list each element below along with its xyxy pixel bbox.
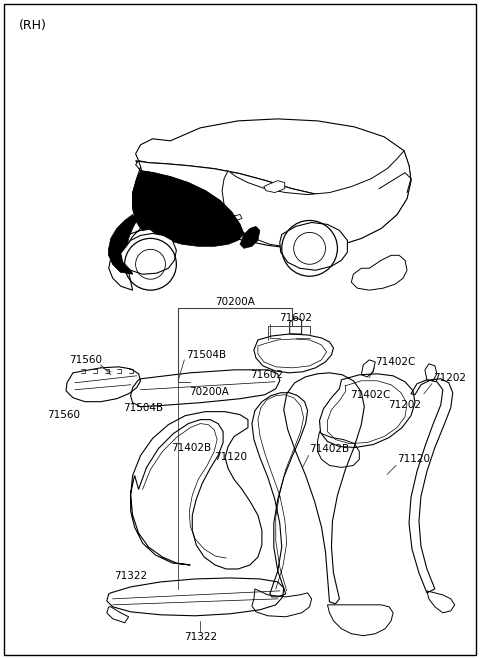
Polygon shape — [264, 181, 285, 192]
Text: 71322: 71322 — [114, 571, 147, 581]
Polygon shape — [109, 161, 411, 290]
Text: 71322: 71322 — [184, 632, 217, 642]
Polygon shape — [222, 151, 411, 248]
Text: 71402B: 71402B — [310, 444, 350, 455]
Polygon shape — [120, 233, 176, 274]
Polygon shape — [240, 227, 260, 248]
Text: 71560: 71560 — [69, 355, 102, 365]
Text: 70200A: 70200A — [215, 297, 255, 307]
Text: 71120: 71120 — [214, 453, 247, 463]
Polygon shape — [109, 214, 137, 274]
Text: 71560: 71560 — [47, 410, 80, 420]
Text: 71120: 71120 — [397, 455, 430, 465]
Text: 71504B: 71504B — [123, 403, 163, 413]
Text: 70200A: 70200A — [189, 387, 229, 397]
Text: 71602: 71602 — [250, 370, 283, 380]
Polygon shape — [132, 161, 244, 235]
Polygon shape — [109, 214, 139, 272]
Text: 71504B: 71504B — [186, 350, 227, 360]
Text: 71602: 71602 — [279, 313, 312, 323]
Text: 71202: 71202 — [388, 400, 421, 410]
Text: 71402C: 71402C — [375, 357, 416, 367]
Text: (RH): (RH) — [19, 19, 47, 32]
Text: 71402C: 71402C — [350, 390, 390, 400]
Polygon shape — [136, 119, 409, 196]
Polygon shape — [280, 223, 348, 270]
Polygon shape — [351, 255, 407, 290]
Text: 71202: 71202 — [433, 373, 466, 383]
Text: 71402B: 71402B — [171, 443, 211, 453]
Polygon shape — [132, 171, 244, 246]
